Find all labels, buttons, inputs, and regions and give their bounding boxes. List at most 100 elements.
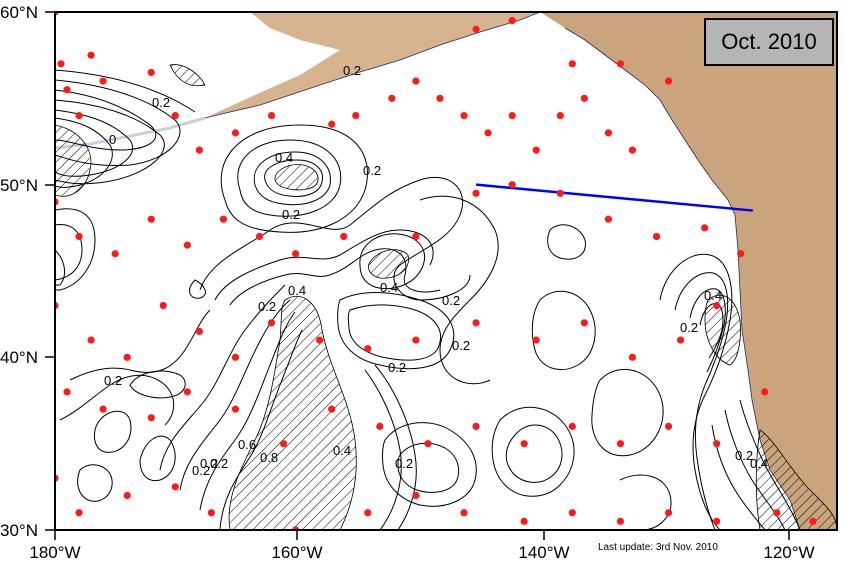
lat-label-40n: 40°N xyxy=(0,348,38,367)
float-marker xyxy=(508,181,516,189)
float-marker xyxy=(556,189,564,197)
contour-label: 0.2 xyxy=(210,456,228,471)
float-marker xyxy=(568,509,576,517)
float-marker xyxy=(75,112,83,120)
float-marker xyxy=(87,336,95,344)
hatch-central-south xyxy=(228,295,357,530)
float-marker xyxy=(183,388,191,396)
float-marker xyxy=(328,405,336,413)
latitude-labels: 60°N 50°N 40°N 30°N xyxy=(0,3,38,540)
float-marker xyxy=(123,491,131,500)
float-marker xyxy=(147,215,155,223)
float-marker xyxy=(556,112,564,120)
contour-label: 0.4 xyxy=(750,456,768,471)
hatch-150w-45n xyxy=(368,249,409,279)
float-marker xyxy=(159,301,167,310)
lat-label-60n: 60°N xyxy=(0,3,38,22)
float-marker xyxy=(412,232,420,241)
contour-label: 0.2 xyxy=(200,456,218,471)
hatch-coast-33n xyxy=(755,429,837,530)
na-coastline xyxy=(564,27,801,530)
float-marker xyxy=(63,86,71,94)
float-marker xyxy=(737,250,745,258)
float-marker xyxy=(616,517,625,525)
lat-label-30n: 30°N xyxy=(0,521,38,540)
hatch-160w-50n xyxy=(274,164,319,191)
last-update-text: Last update: 3rd Nov. 2010 xyxy=(598,542,718,553)
contour-label: 0.6 xyxy=(238,437,256,452)
alaska-land xyxy=(205,12,540,118)
float-marker xyxy=(267,319,276,327)
float-marker xyxy=(628,146,637,154)
contour-label: 0.2 xyxy=(258,299,276,314)
longitude-labels: 180°W 160°W 140°W 120°W xyxy=(29,543,814,562)
float-marker xyxy=(63,388,71,396)
contour-label: 0.4 xyxy=(380,280,398,295)
contour-label: 0.2 xyxy=(388,360,406,375)
contour-label: 0.4 xyxy=(333,443,351,458)
float-marker xyxy=(219,215,228,223)
float-marker xyxy=(580,94,588,102)
float-marker xyxy=(75,509,83,517)
float-marker xyxy=(207,509,215,517)
float-marker xyxy=(472,319,480,327)
north-america-land xyxy=(540,12,837,530)
float-marker xyxy=(231,353,240,361)
float-marker xyxy=(267,112,276,120)
float-marker xyxy=(701,224,709,232)
float-marker xyxy=(231,129,240,137)
contour-label: 0.2 xyxy=(343,63,361,78)
float-marker xyxy=(424,440,432,448)
float-marker xyxy=(412,491,420,500)
float-marker xyxy=(328,120,336,128)
contour-label: 0.2 xyxy=(104,373,122,388)
float-marker xyxy=(664,509,673,517)
float-marker xyxy=(532,336,540,344)
float-marker xyxy=(183,241,191,249)
float-marker xyxy=(809,517,817,525)
tick-marks xyxy=(45,11,790,540)
float-marker xyxy=(568,60,576,68)
float-marker xyxy=(123,353,131,361)
float-marker xyxy=(520,517,528,525)
contour-label: 0.2 xyxy=(363,163,381,178)
float-markers xyxy=(55,12,817,530)
float-marker xyxy=(99,77,107,85)
float-marker xyxy=(677,336,685,344)
contour-label: 0.2 xyxy=(152,95,170,110)
float-marker xyxy=(713,440,721,448)
float-marker xyxy=(111,250,119,258)
float-marker xyxy=(376,422,384,430)
float-marker xyxy=(460,509,468,517)
contour-label: 0.4 xyxy=(704,288,722,303)
lon-label-120w: 120°W xyxy=(763,543,814,562)
float-marker xyxy=(532,146,540,154)
month-badge: Oct. 2010 xyxy=(704,18,834,66)
float-marker xyxy=(171,483,179,491)
float-marker xyxy=(520,440,528,448)
contour-label: 0.2 xyxy=(192,463,210,478)
float-marker xyxy=(412,336,420,344)
float-marker xyxy=(255,232,264,241)
contour-label: 0 xyxy=(109,132,116,147)
float-marker xyxy=(388,94,396,102)
map-frame xyxy=(54,11,838,531)
float-marker xyxy=(773,509,781,517)
float-marker xyxy=(436,94,444,102)
float-marker xyxy=(147,68,155,77)
float-marker xyxy=(195,146,203,154)
float-marker xyxy=(364,509,372,517)
section-line xyxy=(475,183,753,212)
contour-label: 0.4 xyxy=(275,150,293,165)
float-marker xyxy=(604,129,613,137)
float-marker xyxy=(87,51,95,59)
float-marker xyxy=(713,517,721,525)
float-marker xyxy=(147,414,155,422)
float-marker xyxy=(508,112,516,120)
lon-label-140w: 140°W xyxy=(518,543,569,562)
float-marker xyxy=(57,60,65,68)
float-marker xyxy=(460,112,468,120)
float-marker xyxy=(75,232,83,241)
float-marker xyxy=(364,345,372,353)
